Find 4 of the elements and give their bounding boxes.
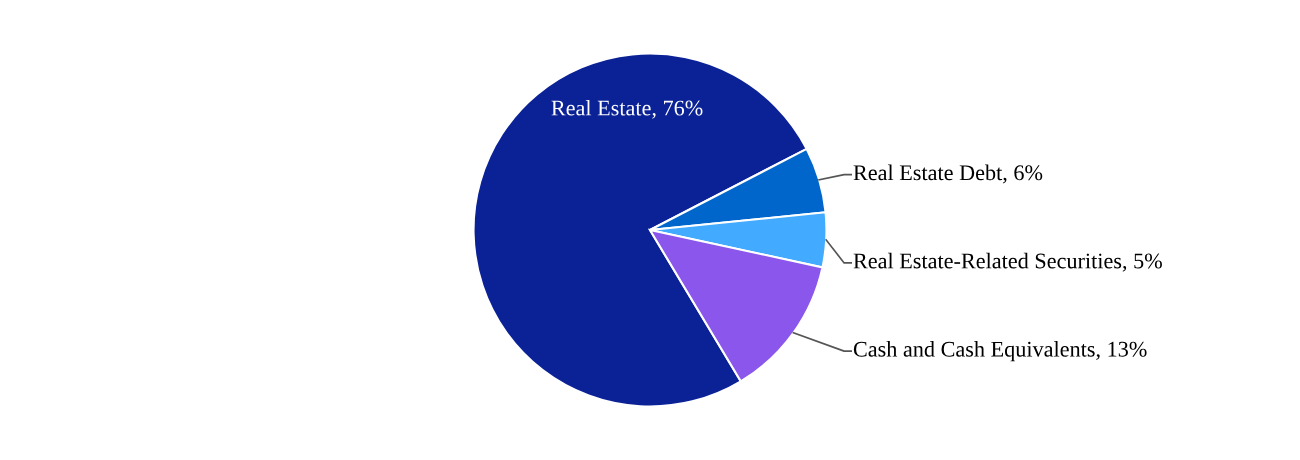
- slice-label: Real Estate-Related Securities, 5%: [853, 252, 1162, 272]
- slice-label: Real Estate Debt, 6%: [853, 164, 1043, 184]
- slice-label: Real Estate, 76%: [551, 99, 703, 119]
- slice-label: Cash and Cash Equivalents, 13%: [853, 341, 1147, 362]
